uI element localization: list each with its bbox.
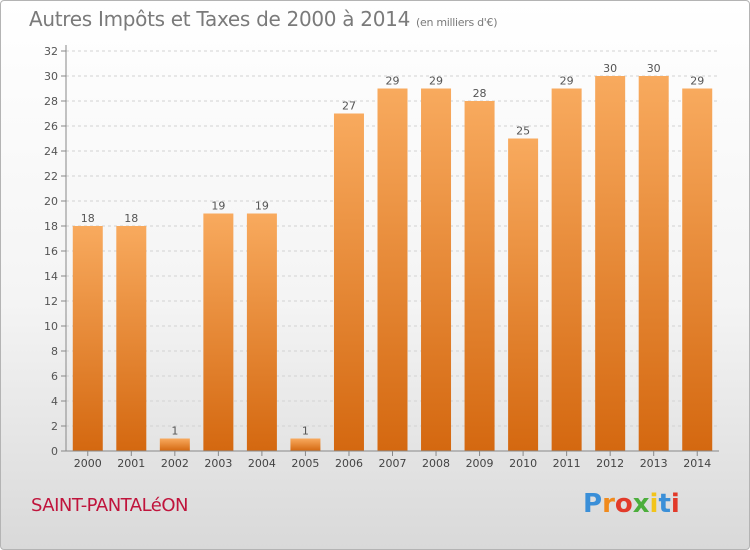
y-tick-label: 28 [44, 95, 58, 108]
bar [682, 88, 713, 451]
x-tick-label: 2001 [117, 457, 145, 470]
logo-letter: i [670, 489, 680, 519]
data-label: 18 [81, 212, 95, 225]
data-label: 29 [429, 75, 443, 88]
x-tick-label: 2009 [466, 457, 494, 470]
y-tick-label: 8 [51, 345, 58, 358]
y-tick-label: 32 [44, 45, 58, 58]
logo-letter: o [614, 489, 633, 519]
y-tick-label: 20 [44, 195, 58, 208]
logo-letter: t [658, 489, 671, 519]
x-tick-label: 2010 [509, 457, 537, 470]
bar [116, 226, 147, 451]
x-tick-label: 2002 [161, 457, 189, 470]
bar [246, 213, 277, 451]
x-tick-label: 2011 [553, 457, 581, 470]
y-tick-label: 16 [44, 245, 58, 258]
bar [203, 213, 234, 451]
y-tick-label: 30 [44, 70, 58, 83]
bar [638, 76, 669, 451]
bar [464, 101, 495, 451]
x-tick-label: 2007 [379, 457, 407, 470]
x-tick-label: 2014 [683, 457, 711, 470]
y-tick-label: 18 [44, 220, 58, 233]
data-label: 30 [647, 62, 661, 75]
bar [72, 226, 103, 451]
bar [551, 88, 582, 451]
data-label: 28 [473, 87, 487, 100]
bar [595, 76, 626, 451]
y-tick-label: 10 [44, 320, 58, 333]
y-tick-label: 24 [44, 145, 58, 158]
y-tick-label: 26 [44, 120, 58, 133]
x-tick-label: 2006 [335, 457, 363, 470]
data-label: 18 [124, 212, 138, 225]
data-label: 29 [560, 75, 574, 88]
y-tick-label: 2 [51, 420, 58, 433]
bar [508, 138, 539, 451]
x-tick-label: 2003 [204, 457, 232, 470]
data-label: 29 [690, 75, 704, 88]
data-label: 19 [211, 200, 225, 213]
x-tick-label: 2005 [291, 457, 319, 470]
data-label: 29 [386, 75, 400, 88]
data-label: 25 [516, 125, 530, 138]
data-label: 1 [302, 425, 309, 438]
bars [72, 76, 713, 451]
logo-letter: x [632, 489, 650, 519]
data-labels: 18 18 1 19 19 1 27 29 29 28 25 29 30 30 29 [81, 62, 704, 438]
logo-letter: r [602, 489, 615, 519]
bar [290, 438, 321, 451]
y-tick-label: 0 [51, 445, 58, 458]
x-tick-label: 2013 [640, 457, 668, 470]
y-tick-label: 14 [44, 270, 58, 283]
data-label: 1 [171, 425, 178, 438]
x-tick-label: 2008 [422, 457, 450, 470]
bar [377, 88, 408, 451]
x-tick-label: 2000 [74, 457, 102, 470]
y-tick-label: 4 [51, 395, 58, 408]
data-label: 30 [603, 62, 617, 75]
data-label: 19 [255, 200, 269, 213]
x-tick-label: 2012 [596, 457, 624, 470]
y-tick-label: 12 [44, 295, 58, 308]
bar [159, 438, 190, 451]
bar [421, 88, 452, 451]
title-text: Autres Impôts et Taxes de 2000 à 2014 [29, 7, 410, 31]
commune-name: SAINT-PANTALéON [31, 495, 189, 516]
y-tick-label: 22 [44, 170, 58, 183]
logo-letter: P [583, 489, 603, 519]
proxiti-logo: Proxiti [583, 489, 680, 519]
y-tick-label: 6 [51, 370, 58, 383]
x-tick-label: 2004 [248, 457, 276, 470]
bar [333, 113, 364, 451]
chart-title: Autres Impôts et Taxes de 2000 à 2014 (en… [29, 7, 497, 31]
data-label: 27 [342, 100, 356, 113]
chart-subtitle: (en milliers d'€) [416, 16, 498, 29]
logo-letter: i [649, 489, 659, 519]
